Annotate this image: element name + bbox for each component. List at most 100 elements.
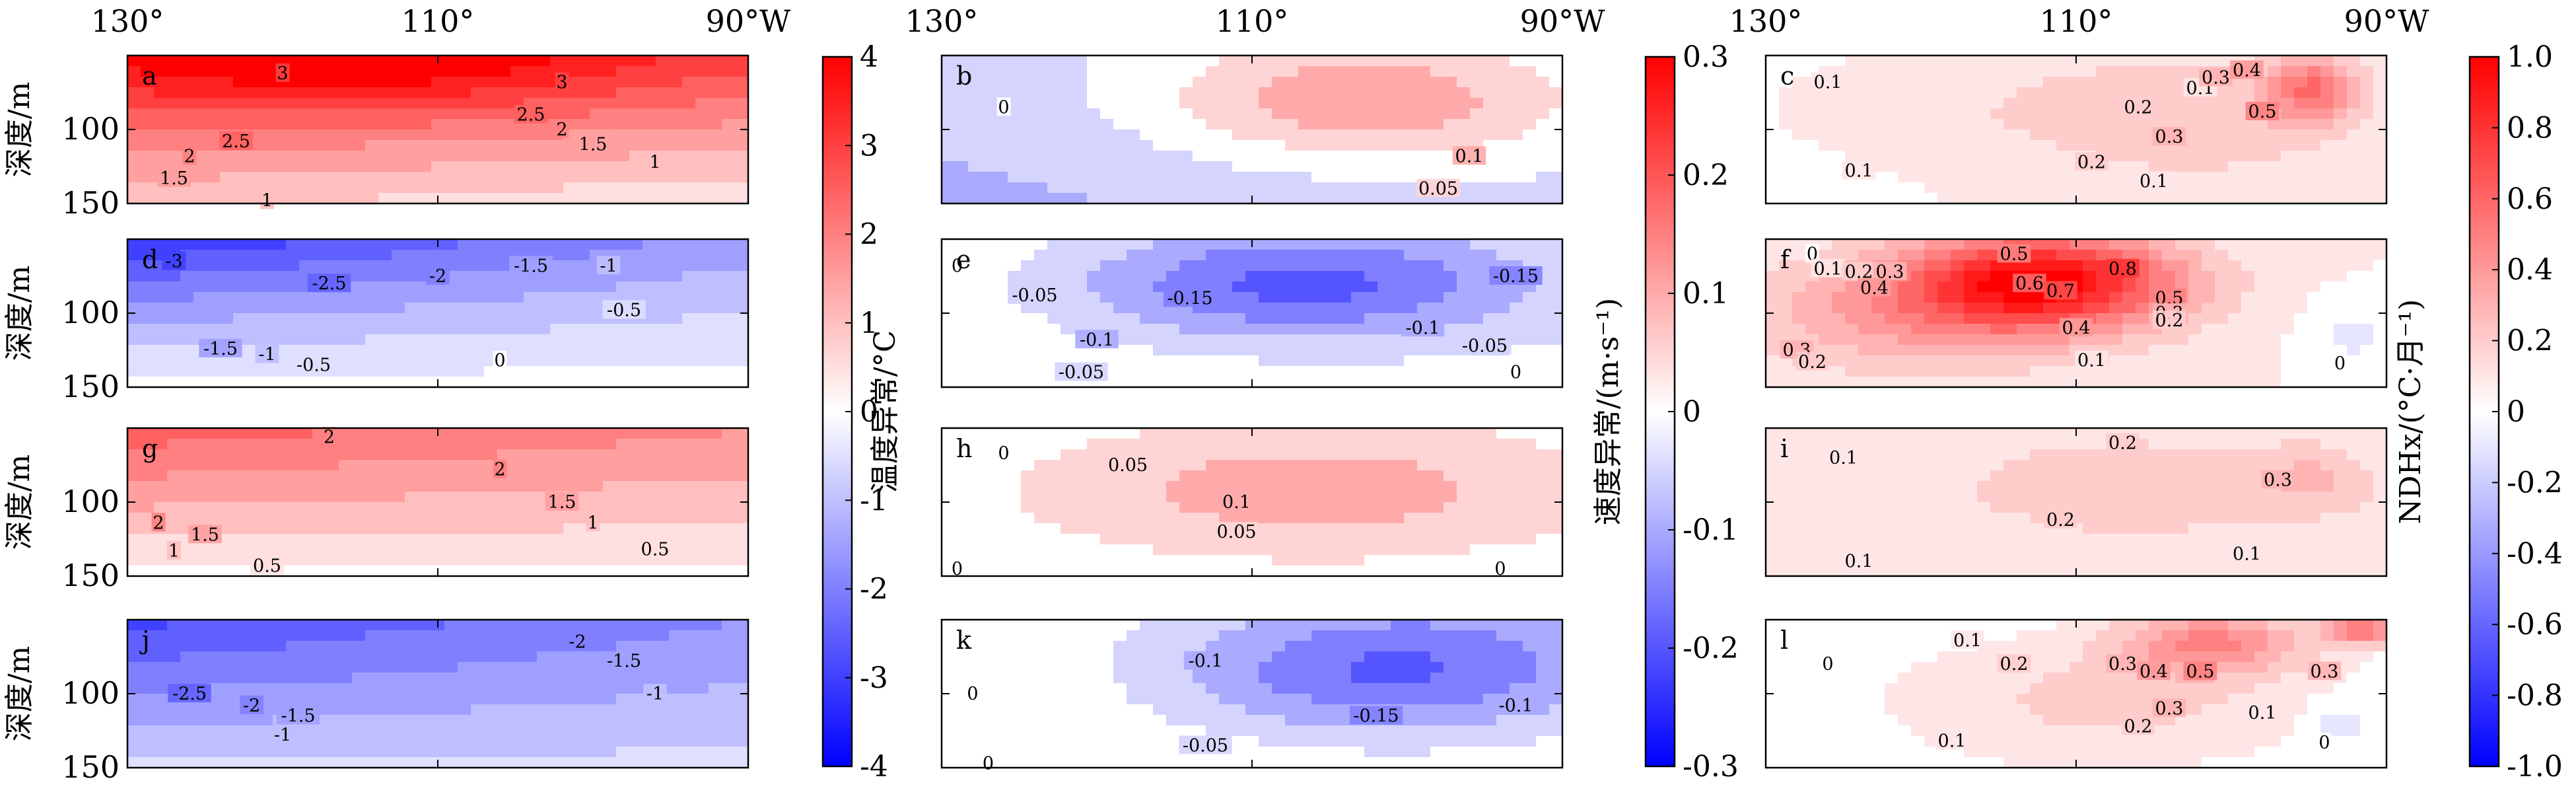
shade-cell — [2307, 324, 2321, 335]
shade-cell — [603, 98, 617, 109]
shade-cell — [1523, 303, 1537, 314]
shade-cell — [1100, 172, 1114, 183]
shade-cell — [1510, 151, 1523, 162]
shade-cell — [2188, 334, 2202, 346]
shade-cell — [2215, 140, 2229, 151]
shade-cell — [695, 481, 709, 492]
shade-cell — [1206, 250, 1220, 261]
shade-cell — [643, 334, 656, 346]
shade-cell — [1298, 77, 1312, 88]
shade-cell — [273, 324, 287, 335]
shade-cell — [339, 492, 353, 503]
shade-cell — [2149, 250, 2163, 261]
shade-cell — [1990, 313, 2004, 324]
shade-cell — [1885, 119, 1898, 130]
shade-cell — [273, 428, 287, 439]
shade-cell — [1206, 260, 1220, 272]
shade-cell — [1047, 77, 1061, 88]
shade-cell — [2017, 324, 2031, 335]
shade-cell — [1832, 108, 1846, 120]
shade-cell — [220, 324, 234, 335]
shade-cell — [2043, 66, 2057, 77]
contour-label: 1 — [587, 513, 598, 533]
shade-cell — [339, 345, 353, 356]
shade-cell — [260, 55, 273, 67]
shade-cell — [484, 334, 498, 346]
shade-cell — [471, 250, 485, 261]
shade-cell — [1924, 98, 1938, 109]
shade-cell — [193, 513, 207, 524]
shade-cell — [1113, 281, 1127, 293]
shade-cell — [643, 460, 656, 471]
shade-cell — [524, 523, 538, 534]
shade-cell — [1034, 449, 1048, 460]
shade-cell — [1127, 55, 1140, 67]
shade-cell — [1074, 271, 1088, 282]
shade-cell — [2122, 129, 2136, 141]
shade-cell — [2294, 119, 2308, 130]
shade-cell — [942, 239, 956, 250]
shade-cell — [1417, 250, 1431, 261]
shade-cell — [2215, 172, 2229, 183]
shade-cell — [1937, 324, 1951, 335]
panel-h: 00.050.10.050 0h — [940, 427, 1564, 579]
shade-cell — [1792, 324, 1806, 335]
shade-cell — [1140, 281, 1154, 293]
contour-label: 0.7 — [2046, 281, 2075, 301]
shade-cell — [1047, 66, 1061, 77]
shade-cell — [246, 377, 260, 388]
shade-cell — [2188, 108, 2202, 120]
shade-cell — [246, 439, 260, 450]
shade-cell — [1061, 492, 1074, 503]
shade-cell — [2202, 303, 2215, 314]
shade-cell — [1074, 182, 1088, 194]
shade-cell — [942, 439, 956, 450]
shade-cell — [563, 481, 577, 492]
shade-cell — [2268, 151, 2281, 162]
panel-d: -3-2.5 -2-1.5 -1-0.5-1.5 -1-0.5 0d — [126, 238, 749, 388]
shade-cell — [1338, 161, 1352, 172]
shade-cell — [1858, 98, 1872, 109]
shade-cell — [2202, 151, 2215, 162]
shade-cell — [981, 303, 995, 314]
shade-cell — [2373, 324, 2387, 335]
shade-cell — [1898, 77, 1912, 88]
shade-cell — [994, 334, 1008, 346]
shade-cell — [1179, 172, 1193, 183]
shade-cell — [1845, 140, 1859, 151]
shade-cell — [2268, 324, 2281, 335]
shade-cell — [2360, 239, 2374, 250]
shade-cell — [1990, 151, 2004, 162]
shade-cell — [312, 292, 326, 303]
shade-cell — [2360, 250, 2374, 261]
shade-cell — [2281, 366, 2295, 377]
shade-cell — [2056, 77, 2070, 88]
shade-cell — [550, 271, 564, 282]
shade-cell — [167, 439, 181, 450]
shade-cell — [2122, 172, 2136, 183]
shade-cell — [968, 544, 982, 556]
shade-cell — [1008, 98, 1022, 109]
shade-cell — [378, 77, 392, 88]
shade-cell — [1113, 377, 1127, 388]
shade-cell — [1232, 172, 1246, 183]
shade-cell — [2202, 129, 2215, 141]
shade-cell — [2360, 151, 2374, 162]
shade-cell — [1805, 324, 1819, 335]
shade-cell — [1245, 303, 1259, 314]
contour-label: 0 — [494, 351, 505, 371]
shade-cell — [352, 523, 366, 534]
panel-letter: c — [1780, 61, 1794, 91]
shade-cell — [981, 366, 995, 377]
shade-cell — [2281, 98, 2295, 109]
shade-cell — [2083, 98, 2097, 109]
shade-cell — [563, 239, 577, 250]
shade-cell — [471, 460, 485, 471]
shade-cell — [246, 428, 260, 439]
shade-cell — [722, 555, 736, 566]
shade-cell — [2202, 324, 2215, 335]
shade-cell — [1325, 355, 1339, 367]
shade-cell — [1766, 66, 1780, 77]
shade-cell — [1990, 193, 2004, 204]
shade-cell — [299, 87, 313, 98]
